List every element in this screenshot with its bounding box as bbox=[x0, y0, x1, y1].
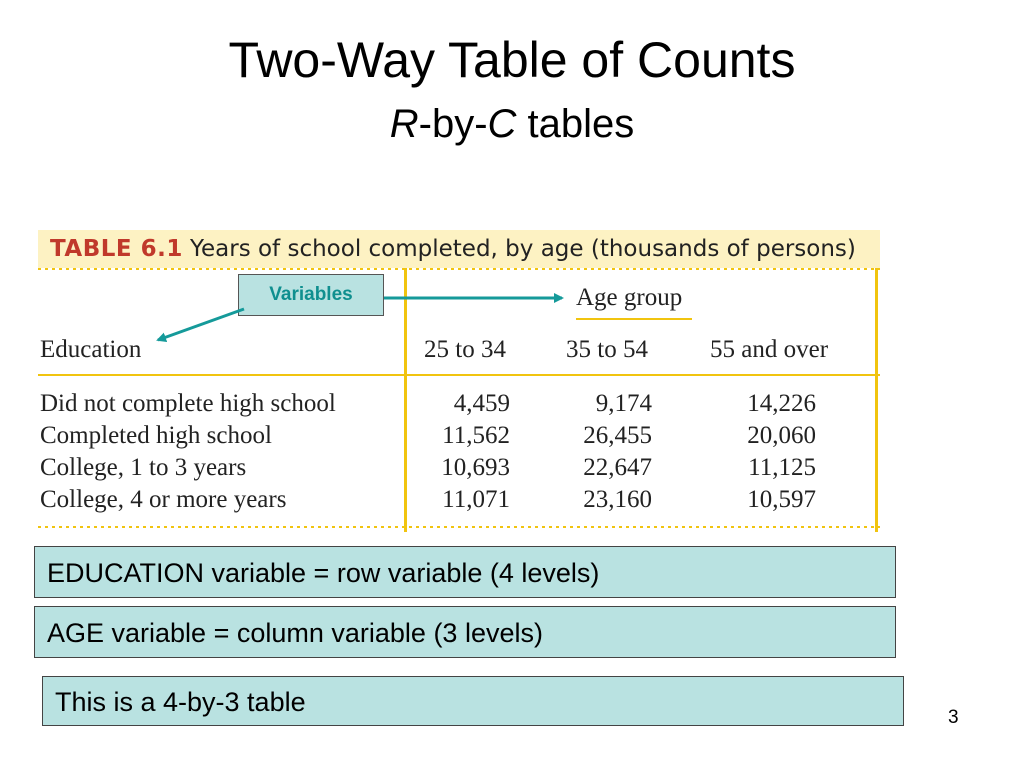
table-caption: Years of school completed, by age (thous… bbox=[190, 236, 856, 262]
column-header: 55 and over bbox=[710, 336, 829, 363]
subtitle-tables: tables bbox=[516, 102, 635, 146]
slide-title: Two-Way Table of Counts bbox=[228, 32, 796, 88]
subtitle-by: -by- bbox=[418, 102, 488, 146]
note-age-column-variable: AGE variable = column variable (3 levels… bbox=[34, 606, 896, 658]
column-header: 25 to 34 bbox=[424, 336, 506, 363]
table-cell: 11,071 bbox=[442, 486, 510, 513]
page-number: 3 bbox=[948, 707, 959, 728]
table-header-band: TABLE 6.1 Years of school completed, by … bbox=[38, 230, 880, 268]
slide-subtitle: R-by-C tables bbox=[0, 100, 1024, 148]
table-cell: 22,647 bbox=[583, 454, 652, 481]
table-right-border bbox=[875, 268, 878, 532]
table-label: TABLE 6.1 bbox=[50, 236, 183, 262]
column-header: 35 to 54 bbox=[566, 336, 648, 363]
row-label: College, 4 or more years bbox=[40, 486, 287, 513]
table-cell: 9,174 bbox=[595, 390, 652, 417]
table-top-rule bbox=[38, 268, 880, 270]
note-education-row-variable: EDUCATION variable = row variable (4 lev… bbox=[34, 546, 896, 598]
column-group-header: Age group bbox=[576, 284, 683, 311]
table-cell: 23,160 bbox=[583, 486, 652, 513]
note-table-dimensions: This is a 4-by-3 table bbox=[42, 676, 904, 726]
age-group-underline bbox=[576, 318, 692, 320]
table-cell: 26,455 bbox=[583, 422, 652, 449]
table-cell: 14,226 bbox=[747, 390, 816, 417]
table-cell: 11,125 bbox=[748, 454, 816, 481]
table-cell: 10,693 bbox=[441, 454, 510, 481]
table-header-rule bbox=[38, 374, 880, 376]
table-bottom-rule bbox=[38, 526, 880, 528]
table-cell: 4,459 bbox=[453, 390, 510, 417]
table-figure: TABLE 6.1 Years of school completed, by … bbox=[38, 230, 880, 532]
row-header-education: Education bbox=[40, 336, 142, 363]
row-label: College, 1 to 3 years bbox=[40, 454, 247, 481]
table-divider-vertical bbox=[404, 268, 407, 532]
row-label: Did not complete high school bbox=[40, 390, 336, 417]
subtitle-r: R bbox=[389, 102, 419, 146]
row-label: Completed high school bbox=[40, 422, 272, 449]
table-cell: 10,597 bbox=[747, 486, 816, 513]
subtitle-c: C bbox=[487, 102, 517, 146]
variables-callout: Variables bbox=[238, 274, 384, 316]
table-cell: 20,060 bbox=[747, 422, 816, 449]
table-cell: 11,562 bbox=[442, 422, 510, 449]
